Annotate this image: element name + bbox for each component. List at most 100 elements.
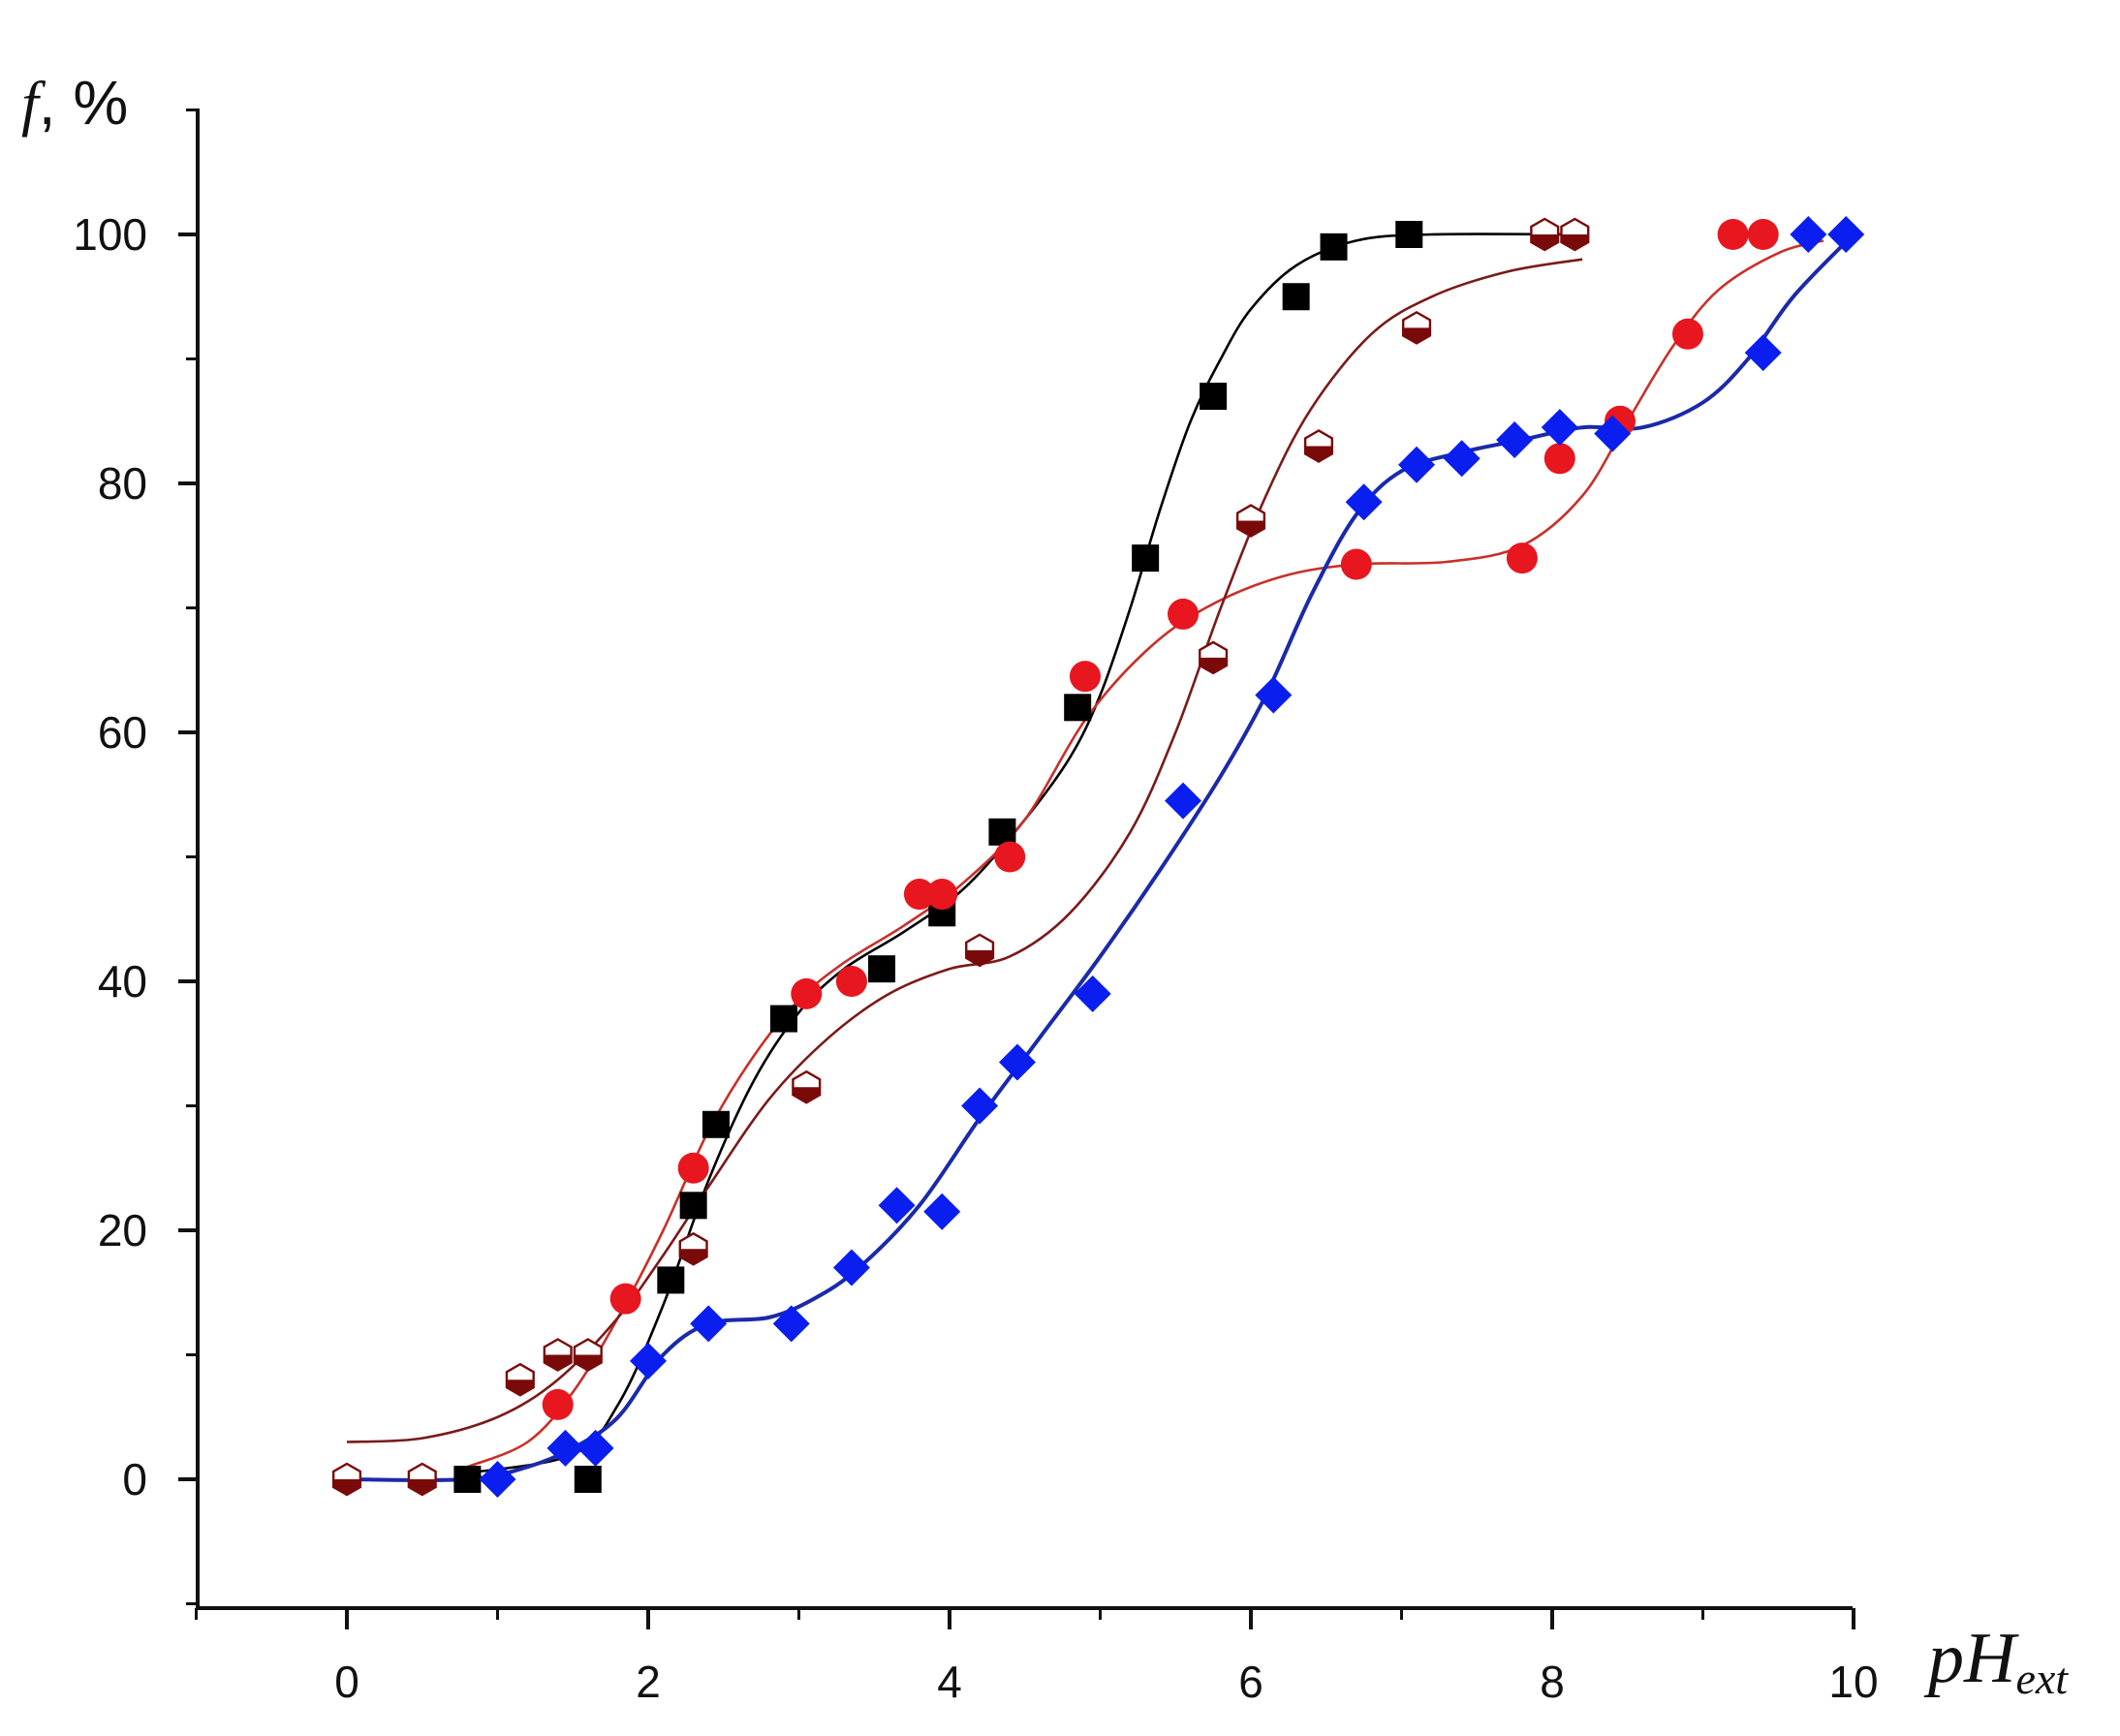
data-markers (331, 216, 1865, 1498)
circle-marker (994, 841, 1026, 873)
diamond-marker (546, 1429, 584, 1467)
circle-marker (835, 966, 867, 997)
hexagon-marker (407, 1462, 437, 1497)
hexagon-marker (505, 1362, 535, 1397)
x-tick-label: 2 (636, 1657, 661, 1707)
square-marker (1320, 232, 1348, 261)
square-marker (453, 1466, 482, 1493)
circle-marker (1671, 318, 1703, 350)
hexagon-bottom-half (544, 1354, 572, 1371)
hexagon-marker (1303, 429, 1334, 463)
diamond-marker (1541, 409, 1578, 447)
diamond-marker (690, 1305, 728, 1343)
hexagon-bottom-half (1305, 446, 1332, 462)
diamond-marker (1443, 440, 1481, 478)
hexagon-marker (331, 1462, 362, 1497)
diamond-marker (1345, 483, 1383, 521)
x-axis-title-sub: ext (2015, 1654, 2069, 1703)
diamond-marker (1496, 421, 1534, 459)
ticks (178, 108, 1855, 1629)
hexagon-bottom-half (793, 1087, 821, 1103)
circle-marker (926, 879, 958, 911)
hexagon-bottom-half (506, 1380, 534, 1396)
circle-marker (791, 977, 823, 1009)
circle-marker (1069, 661, 1101, 693)
hexagon-marker (792, 1070, 822, 1104)
diamond-marker (1255, 676, 1293, 714)
diamond-marker (630, 1342, 667, 1380)
square-marker (1064, 694, 1092, 722)
x-axis-title: pHext (1923, 1619, 2069, 1703)
hexagon-bottom-half (966, 949, 993, 966)
series-3-fit-line (346, 258, 1583, 1443)
square-marker (1282, 283, 1310, 311)
y-tick-label: 0 (122, 1454, 147, 1504)
square-marker (574, 1466, 602, 1493)
diamond-marker (923, 1193, 961, 1230)
x-tick-label: 6 (1238, 1657, 1263, 1707)
hexagon-bottom-half (1237, 520, 1264, 537)
square-marker (1132, 544, 1160, 573)
diamond-marker (832, 1249, 870, 1286)
diamond-marker (1398, 446, 1436, 483)
x-tick-label: 10 (1828, 1657, 1878, 1707)
square-marker (679, 1192, 707, 1220)
circle-marker (542, 1388, 574, 1420)
square-marker (1200, 383, 1228, 411)
square-marker (1395, 221, 1423, 248)
diamond-marker (772, 1305, 810, 1343)
y-axis-title: f, % (21, 68, 128, 138)
hexagon-bottom-half (1200, 657, 1227, 673)
square-marker (769, 1005, 797, 1033)
y-tick-label: 100 (73, 209, 147, 260)
hexagon-marker (1199, 640, 1229, 675)
y-tick-label: 40 (98, 956, 147, 1007)
diamond-marker (961, 1087, 999, 1125)
x-axis-title-main: pH (1923, 1619, 2019, 1698)
circle-marker (1168, 598, 1200, 630)
diamond-marker (1790, 216, 1827, 253)
diamond-marker (577, 1429, 614, 1467)
hexagon-marker (1401, 310, 1432, 345)
hexagon-marker (573, 1338, 603, 1372)
circle-marker (1506, 542, 1538, 574)
y-tick-label: 20 (98, 1205, 147, 1256)
circle-marker (1543, 443, 1575, 475)
circle-marker (677, 1152, 709, 1184)
y-axis-title-unit: , % (39, 68, 128, 138)
x-tick-label: 8 (1540, 1657, 1565, 1707)
square-marker (657, 1266, 685, 1294)
diamond-marker (479, 1461, 516, 1498)
diamond-marker (878, 1187, 916, 1224)
hexagon-bottom-half (1531, 234, 1559, 250)
circle-marker (1747, 219, 1779, 250)
circle-marker (609, 1283, 641, 1315)
x-tick-label: 0 (334, 1657, 359, 1707)
circle-marker (1717, 219, 1749, 250)
square-marker (988, 818, 1016, 846)
hexagon-bottom-half (333, 1479, 360, 1495)
x-tick-label: 4 (937, 1657, 962, 1707)
hexagon-marker (543, 1338, 573, 1372)
square-marker (868, 955, 896, 983)
hexagon-bottom-half (1561, 234, 1589, 250)
diamond-marker (1827, 216, 1865, 253)
hexagon-bottom-half (1403, 327, 1430, 344)
hexagon-bottom-half (408, 1479, 436, 1495)
hexagon-marker (678, 1231, 708, 1266)
diamond-marker (1074, 975, 1111, 1012)
hexagon-marker (1560, 217, 1590, 252)
hexagon-marker (1235, 504, 1266, 538)
hexagon-marker (965, 933, 995, 968)
circle-marker (903, 879, 935, 911)
y-tick-label: 60 (98, 707, 147, 758)
hexagon-marker (1530, 217, 1560, 252)
hexagon-bottom-half (679, 1249, 707, 1265)
y-tick-label: 80 (98, 458, 147, 509)
diamond-marker (998, 1043, 1036, 1081)
hexagon-bottom-half (574, 1354, 602, 1371)
circle-marker (1340, 548, 1372, 580)
square-marker (701, 1110, 730, 1138)
